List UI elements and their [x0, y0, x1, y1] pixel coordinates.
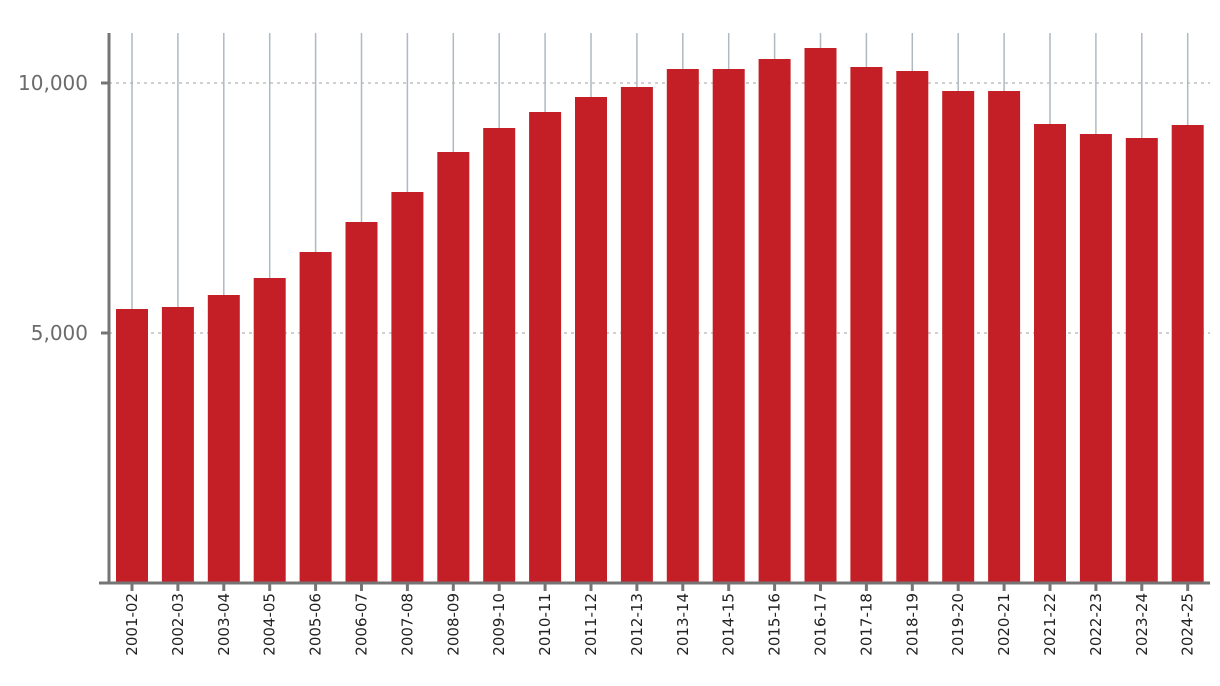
x-tick-label: 2012-13 [628, 593, 646, 656]
bar-2015-16 [758, 59, 791, 583]
bar-2016-17 [804, 48, 837, 583]
x-tick-label: 2021-22 [1041, 593, 1059, 656]
x-tick-label: 2010-11 [536, 593, 554, 656]
bar-2022-23 [1079, 134, 1112, 583]
axes [99, 33, 1210, 591]
bar-2017-18 [850, 67, 883, 583]
x-tick-label: 2004-05 [261, 593, 279, 656]
bar-2012-13 [620, 87, 653, 583]
y-tick-label: 5,000 [31, 321, 88, 345]
x-tick-label: 2002-03 [169, 593, 187, 656]
bar-2011-12 [575, 97, 607, 583]
bar-2013-14 [666, 69, 699, 583]
bar-2007-08 [391, 192, 424, 583]
x-tick-label: 2020-21 [995, 593, 1013, 656]
x-tick-label: 2011-12 [582, 593, 600, 656]
x-tick-label: 2005-06 [307, 593, 325, 656]
y-tick-label: 10,000 [18, 71, 88, 95]
bar-2024-25 [1171, 125, 1204, 583]
bar-2004-05 [253, 278, 286, 583]
x-tick-label: 2024-25 [1179, 593, 1197, 656]
horizontal-gridlines [109, 82, 1210, 334]
x-tick-labels: 2001-02 2002-03 2003-04 2004-05 2005-06 2006-… [123, 593, 1197, 656]
bar-2018-19 [896, 71, 929, 583]
x-tick-label: 2015-16 [766, 593, 784, 656]
x-tick-label: 2018-19 [903, 593, 921, 656]
bar-2001-02 [116, 309, 148, 583]
bar-2008-09 [437, 152, 470, 583]
x-tick-label: 2006-07 [353, 593, 371, 656]
bar-2006-07 [345, 222, 378, 583]
vertical-gridlines [131, 33, 1189, 583]
bar-2005-06 [299, 252, 332, 583]
bar-2021-22 [1034, 124, 1066, 583]
x-tick-label: 2023-24 [1133, 593, 1151, 656]
y-tick-labels: 5,000 10,000 [18, 71, 88, 345]
bar-2014-15 [712, 69, 745, 583]
x-tick-label: 2017-18 [857, 593, 875, 656]
bar-2009-10 [483, 128, 516, 583]
x-tick-label: 2001-02 [123, 593, 141, 656]
x-tick-label: 2013-14 [674, 593, 692, 656]
x-tick-label: 2016-17 [812, 593, 830, 656]
x-tick-label: 2007-08 [398, 593, 416, 656]
bar-2003-04 [207, 295, 240, 583]
x-tick-label: 2008-09 [444, 593, 462, 656]
x-tick-label: 2014-15 [720, 593, 738, 656]
bar-series [116, 48, 1204, 583]
bar-2019-20 [942, 91, 975, 583]
x-tick-label: 2003-04 [215, 593, 233, 656]
x-tick-label: 2009-10 [490, 593, 508, 656]
x-tick-label: 2019-20 [949, 593, 967, 656]
x-tick-label: 2022-23 [1087, 593, 1105, 656]
bar-2002-03 [161, 307, 194, 583]
bar-2010-11 [529, 112, 562, 583]
bar-2020-21 [988, 91, 1021, 583]
bar-2023-24 [1125, 138, 1158, 583]
